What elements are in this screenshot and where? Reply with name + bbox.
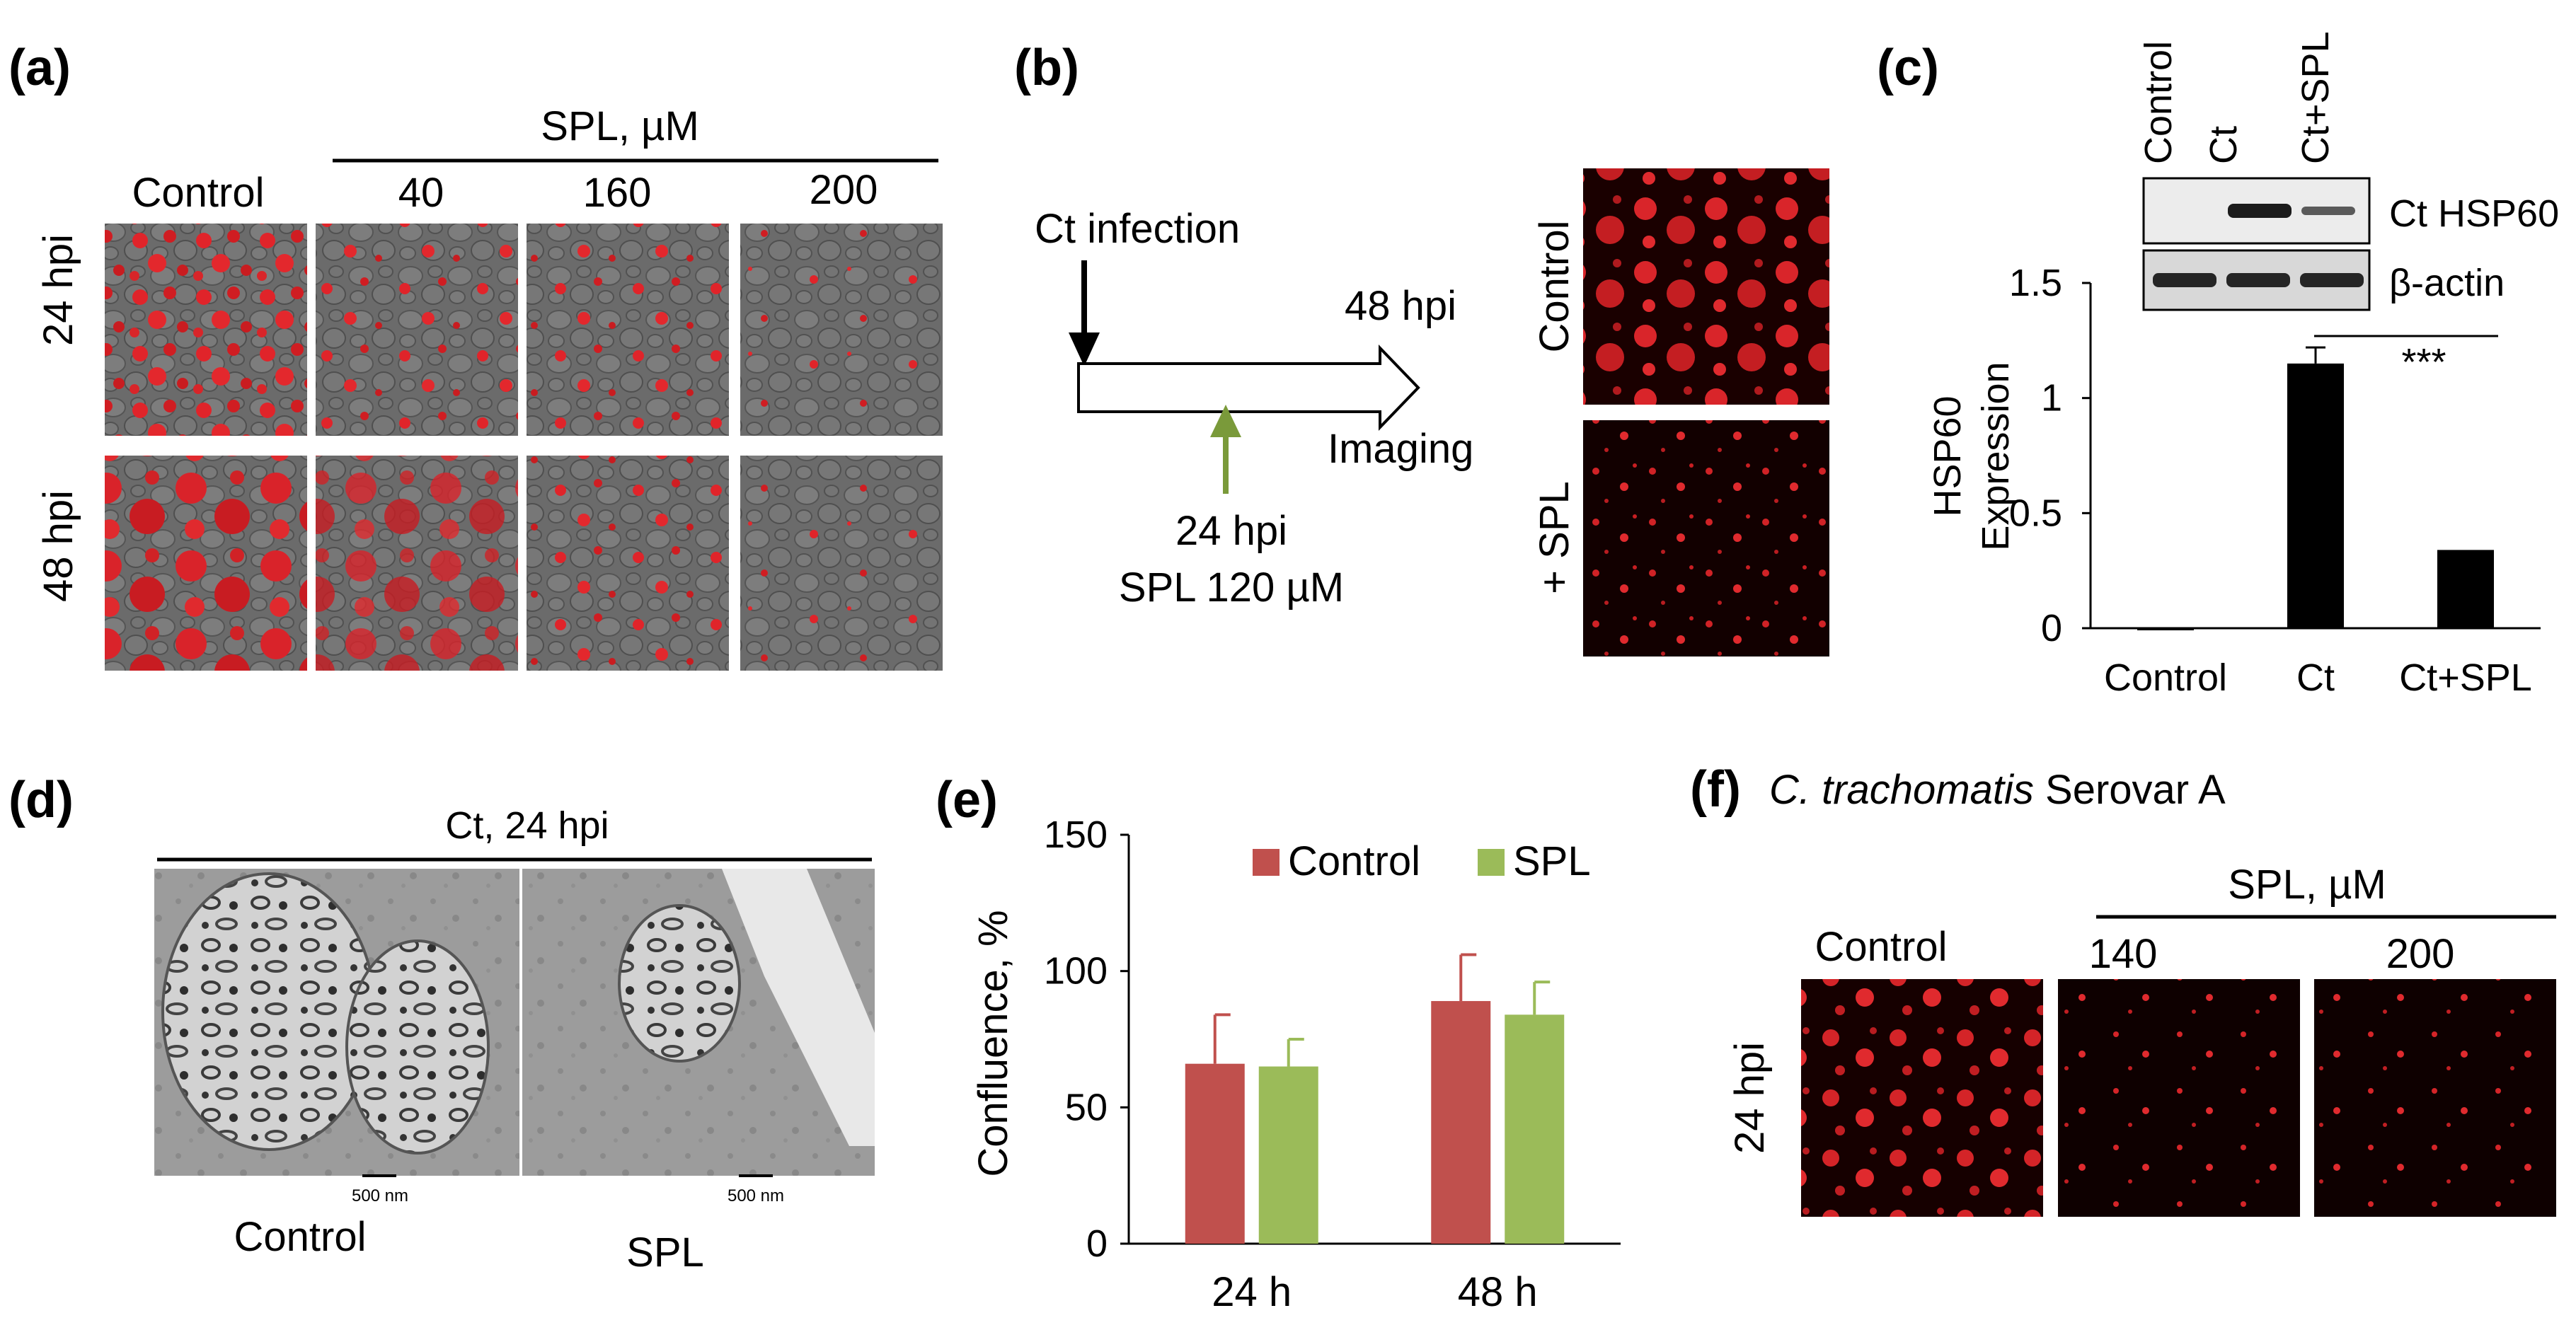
- hsp60-y-label-line1: HSP60: [1926, 395, 1969, 516]
- panel-a-col-control: Control: [132, 170, 265, 216]
- panel-b-image-control: [1583, 168, 1829, 405]
- confluence-bar: [1431, 1001, 1491, 1244]
- confluence-bar: [1258, 1066, 1318, 1244]
- panel-b-treatment-dose: SPL 120 µM: [1119, 565, 1344, 611]
- hsp60-y-tick-label: 1: [2041, 377, 2062, 420]
- hsp60-significance: ***: [2401, 341, 2446, 383]
- panel-b-infection-label: Ct infection: [1035, 206, 1240, 252]
- panel-d-em-spl: [522, 869, 875, 1177]
- panel-a-label: (a): [8, 40, 71, 96]
- panel-b-image-spl: [1583, 420, 1829, 656]
- blot-row-hsp60: Ct HSP60: [2389, 192, 2559, 235]
- confluence-bar: [1505, 1014, 1565, 1244]
- panel-a-micrographs: [105, 224, 943, 671]
- panel-d-em-control: [154, 869, 519, 1177]
- confluence-legend-label: SPL: [1513, 838, 1591, 884]
- panel-b-timeline-arrow: [1077, 345, 1420, 431]
- confluence-legend-swatch: [1478, 849, 1505, 876]
- panel-a-col-40: 40: [398, 170, 444, 216]
- panel-b-image-label-control: Control: [1531, 221, 1577, 353]
- panel-d-scale-control: 500 nm: [352, 1186, 408, 1205]
- panel-c-label: (c): [1877, 40, 1939, 96]
- panel-f-title-species: C. trachomatis: [1769, 767, 2034, 813]
- hsp60-bar: [2287, 363, 2344, 628]
- panel-a-col-160: 160: [583, 170, 652, 216]
- panel-f-group-header: SPL, µM: [2228, 862, 2386, 908]
- panel-d-label-spl: SPL: [626, 1230, 704, 1276]
- panel-f-col-200: 200: [2386, 931, 2455, 977]
- hsp60-bar: [2137, 628, 2194, 630]
- confluence-y-tick-label: 50: [1065, 1086, 1108, 1128]
- hsp60-y-tick-label: 1.5: [2009, 262, 2062, 304]
- confluence-bar: [1185, 1063, 1245, 1244]
- confluence-y-label: Confluence, %: [970, 910, 1016, 1176]
- panel-f-col-140: 140: [2089, 931, 2158, 977]
- panel-a-group-header: SPL, µM: [541, 103, 699, 149]
- blot-lane-ct: Ct: [2202, 126, 2245, 164]
- western-blot: [2142, 177, 2371, 311]
- panel-d-header: Ct, 24 hpi: [445, 804, 609, 847]
- panel-b-infection-arrowhead: [1069, 332, 1100, 366]
- panel-b-label: (b): [1014, 40, 1079, 96]
- panel-a-col-200: 200: [810, 167, 878, 213]
- blot-lane-control: Control: [2137, 41, 2180, 164]
- hsp60-y-tick-label: 0: [2041, 607, 2062, 649]
- hsp60-y-tick-label: 0.5: [2009, 492, 2062, 534]
- panel-a-row-24hpi: 24 hpi: [35, 234, 81, 346]
- panel-d-label-control: Control: [234, 1214, 367, 1260]
- confluence-legend-label: Control: [1288, 838, 1420, 884]
- panel-a-row-48hpi: 48 hpi: [35, 490, 81, 602]
- hsp60-x-label: Control: [2104, 656, 2227, 699]
- blot-lane-ct-spl: Ct+SPL: [2294, 31, 2337, 164]
- panel-f-title-serovar: Serovar A: [2034, 767, 2226, 813]
- confluence-y-tick-label: 0: [1086, 1222, 1108, 1265]
- panel-f-col-control: Control: [1815, 924, 1948, 970]
- panel-f-label: (f): [1690, 761, 1741, 818]
- hsp60-y-label-line2: Expression: [1974, 361, 2017, 550]
- panel-b-treatment-arrowhead: [1210, 405, 1241, 437]
- confluence-bar-chart: 0 50 100 150 24 h 48 h Control SPL Confluence, %: [970, 814, 1621, 1315]
- confluence-y-tick-label: 150: [1044, 814, 1108, 856]
- confluence-x-label: 48 h: [1458, 1269, 1538, 1315]
- panel-d-label: (d): [8, 772, 74, 828]
- hsp60-x-label: Ct: [2296, 656, 2335, 699]
- panel-b-imaging: Imaging: [1328, 426, 1473, 472]
- panel-b-treatment-time: 24 hpi: [1175, 508, 1287, 554]
- panel-d-scale-spl: 500 nm: [728, 1186, 784, 1205]
- confluence-legend-swatch: [1253, 849, 1280, 876]
- panel-f-title: C. trachomatis Serovar A: [1769, 767, 2226, 813]
- panel-e-label: (e): [936, 772, 998, 828]
- confluence-x-label: 24 h: [1212, 1269, 1292, 1315]
- hsp60-x-label: Ct+SPL: [2399, 656, 2532, 699]
- panel-b-endpoint: 48 hpi: [1345, 283, 1456, 329]
- panel-f-images: [1801, 979, 2556, 1217]
- confluence-y-tick-label: 100: [1044, 950, 1108, 993]
- blot-row-actin: β-actin: [2389, 262, 2505, 304]
- panel-b-image-label-spl: + SPL: [1531, 481, 1577, 594]
- hsp60-bar: [2437, 550, 2494, 628]
- hsp60-bar-chart: 0 0.5 1 1.5 Control Ct Ct+SPL HSP60 Expression: [1926, 262, 2541, 699]
- panel-f-row-24hpi: 24 hpi: [1727, 1042, 1773, 1154]
